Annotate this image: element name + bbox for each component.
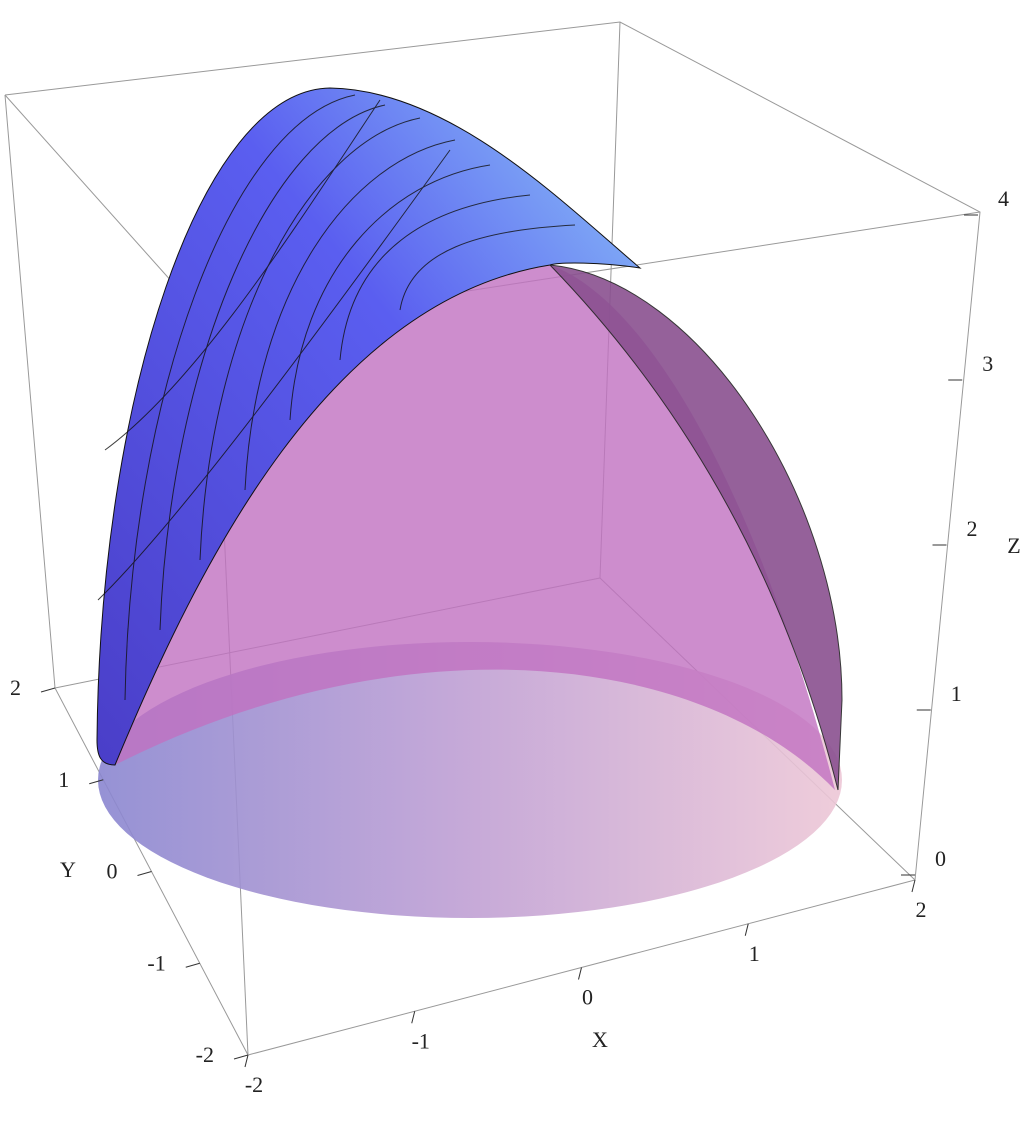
tick-label: 1 — [951, 681, 962, 706]
tick-mark — [233, 1054, 249, 1060]
tick-label: 0 — [582, 985, 593, 1010]
tick-label: 1 — [58, 767, 69, 792]
tick-label: -2 — [245, 1072, 263, 1097]
tick-mark — [578, 967, 582, 980]
tick-mark — [911, 879, 916, 893]
tick-label: -1 — [147, 950, 165, 975]
tick-mark — [244, 1054, 249, 1068]
tick-label: 2 — [967, 516, 978, 541]
tick-label: -2 — [196, 1042, 214, 1067]
tick-label: 4 — [998, 186, 1009, 211]
tick-label: 2 — [916, 897, 927, 922]
tick-label: 3 — [982, 351, 993, 376]
tick-mark — [137, 871, 152, 876]
tick-label: 1 — [749, 941, 760, 966]
surface — [96, 87, 843, 918]
axis-label: X — [592, 1027, 608, 1052]
axis-label: Y — [60, 857, 76, 882]
tick-label: 0 — [107, 859, 118, 884]
tick-mark — [89, 779, 104, 785]
axis-label: Z — [1007, 533, 1020, 558]
tick-mark — [411, 1011, 416, 1024]
tick-label: -1 — [412, 1028, 430, 1053]
tick-label: 2 — [10, 675, 21, 700]
tick-mark — [744, 923, 749, 936]
tick-label: 0 — [935, 846, 946, 871]
tick-mark — [40, 687, 56, 693]
tick-mark — [185, 962, 200, 968]
